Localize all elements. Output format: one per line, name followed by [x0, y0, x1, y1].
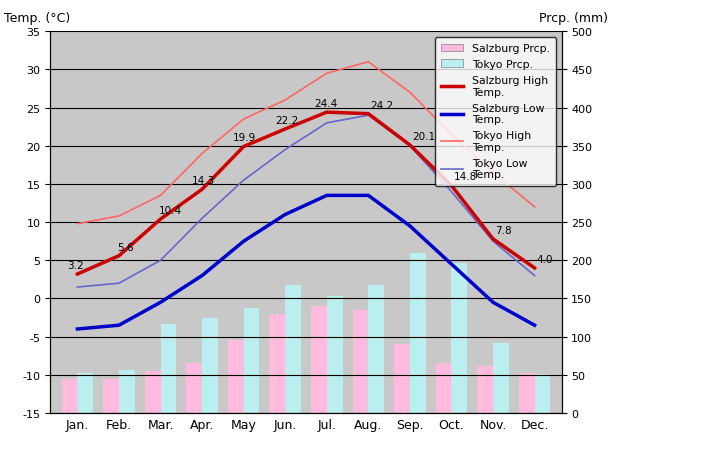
Bar [493, 343, 509, 413]
Bar [145, 371, 161, 413]
Bar [161, 324, 176, 413]
Bar [228, 341, 243, 413]
Bar [103, 380, 119, 413]
Bar [534, 374, 550, 413]
Bar [353, 310, 369, 413]
Text: 22.2: 22.2 [275, 116, 298, 126]
Text: Temp. (°C): Temp. (°C) [4, 11, 71, 24]
Bar [243, 309, 259, 413]
Text: Prcp. (mm): Prcp. (mm) [539, 11, 608, 24]
Text: 5.6: 5.6 [117, 242, 133, 252]
Bar [311, 307, 327, 413]
Text: 14.8: 14.8 [454, 172, 477, 182]
Bar [78, 374, 93, 413]
Text: 19.9: 19.9 [233, 133, 256, 143]
Text: 14.3: 14.3 [192, 176, 215, 186]
Bar [327, 297, 343, 413]
Bar [477, 366, 493, 413]
Text: 24.2: 24.2 [370, 101, 394, 110]
Bar [369, 285, 384, 413]
Bar [269, 314, 285, 413]
Bar [519, 374, 534, 413]
Bar [119, 370, 135, 413]
Bar [285, 286, 301, 413]
Text: 10.4: 10.4 [158, 206, 181, 215]
Bar [186, 364, 202, 413]
Text: 3.2: 3.2 [67, 260, 84, 270]
Text: 4.0: 4.0 [536, 254, 553, 264]
Text: 20.1: 20.1 [412, 132, 435, 141]
Bar [202, 319, 218, 413]
Text: 24.4: 24.4 [315, 99, 338, 109]
Bar [451, 263, 467, 413]
Bar [62, 380, 78, 413]
Legend: Salzburg Prcp., Tokyo Prcp., Salzburg High
Temp., Salzburg Low
Temp., Tokyo High: Salzburg Prcp., Tokyo Prcp., Salzburg Hi… [435, 38, 556, 186]
Text: 7.8: 7.8 [495, 225, 512, 235]
Bar [410, 253, 426, 413]
Bar [436, 364, 451, 413]
Bar [394, 345, 410, 413]
